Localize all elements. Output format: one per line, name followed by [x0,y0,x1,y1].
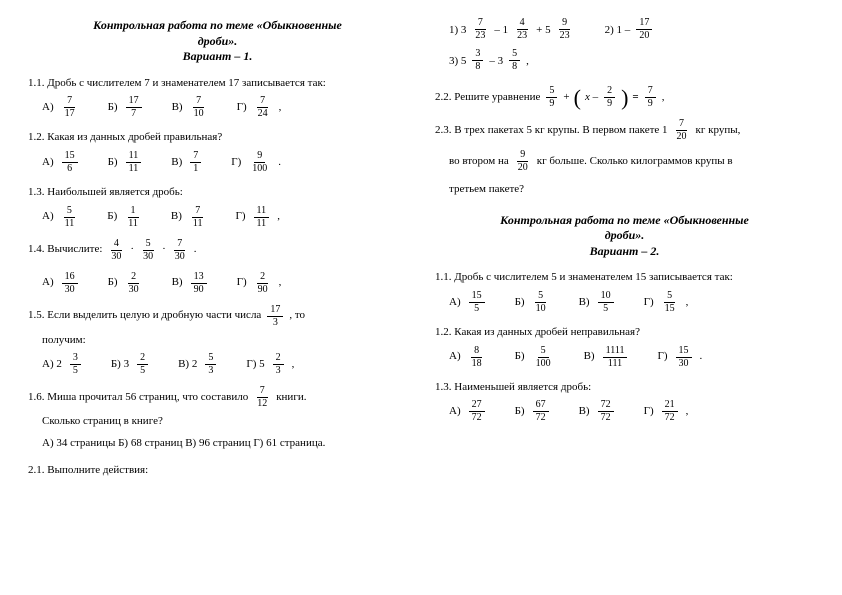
v2-q1-1-b: Б)510 [515,291,551,314]
paren-left-icon: ( [574,89,581,107]
v2-q1-3-c: В)7272 [579,400,616,423]
q1-2: 1.2. Какая из данных дробей правильная? … [28,129,407,174]
v2-q1-2-c: В)1111111 [584,346,630,369]
v2-q1-3-text: 1.3. Наименьшей является дробь: [435,379,814,397]
q1-2-b: Б)1111 [108,151,144,174]
q1-3-c: В)711 [171,206,208,229]
v2-q1-2-b: Б)5100 [515,346,556,369]
q2-1: 2.1. Выполните действия: [28,462,407,480]
q2-2: 2.2. Решите уравнение 59 + ( x –29 ) = 7… [435,86,664,109]
q2-3-line3: третьем пакете? [435,181,814,199]
q1-3-b: Б)111 [107,206,143,229]
variant2-title: Контрольная работа по теме «Обыкновенные… [435,213,814,260]
expr-2: 2) 1 – 1720 [605,18,655,41]
left-column: Контрольная работа по теме «Обыкновенные… [28,18,407,577]
q1-2-c: В)71 [171,151,203,174]
q1-1-options: А)717 Б)177 В)710 Г)724, [28,96,407,119]
q1-6-line1: 1.6. Миша прочитал 56 страниц, что соста… [28,386,306,409]
q1-2-d: Г)9100. [231,151,281,174]
v2-q1-1-d: Г)515, [644,291,689,314]
v2-title-l1: Контрольная работа по теме «Обыкновенные [435,213,814,229]
v2-q1-1: 1.1. Дробь с числителем 5 и знаменателем… [435,269,814,314]
variant1-title: Контрольная работа по теме «Обыкновенные… [28,18,407,65]
q1-5-options: А) 235 Б) 325 В) 253 Г) 523, [28,353,407,376]
q1-3-text: 1.3. Наибольшей является дробь: [28,184,407,202]
expr-row-2: 3) 5 38 – 3 58 , [435,49,814,72]
v2-q1-2-options: А)818 Б)5100 В)1111111 Г)1530. [435,346,814,369]
v2-q1-3-b: Б)6772 [515,400,551,423]
paren-right-icon: ) [621,89,628,107]
q1-6-line2: Сколько страниц в книге? [28,413,407,431]
q1-3-d: Г)1111, [236,206,280,229]
v2-q1-1-options: А)155 Б)510 В)105 Г)515, [435,291,814,314]
q1-4-text: 1.4. Вычислите: 430 · 530 · 730 . [28,239,197,262]
v2-q1-2-text: 1.2. Какая из данных дробей неправильная… [435,324,814,342]
q1-4: 1.4. Вычислите: 430 · 530 · 730 . А)1630… [28,239,407,295]
q1-3: 1.3. Наибольшей является дробь: А)511 Б)… [28,184,407,229]
v2-title-l3: Вариант – 2. [435,244,814,260]
title-l1: Контрольная работа по теме «Обыкновенные [28,18,407,34]
q1-5-line1: 1.5. Если выделить целую и дробную части… [28,305,305,328]
q1-4-d: Г)290, [237,272,282,295]
v2-q1-1-c: В)105 [579,291,616,314]
q2-3-line2: во втором на 920 кг больше. Сколько кило… [435,150,733,173]
q1-3-a: А)511 [42,206,79,229]
v2-q1-1-text: 1.1. Дробь с числителем 5 и знаменателем… [435,269,814,287]
expr-3: 3) 5 38 – 3 58 , [449,49,529,72]
expr-row-1: 1) 3 723 – 1 423 + 5 923 2) 1 – 1720 [435,18,814,41]
right-column: 1) 3 723 – 1 423 + 5 923 2) 1 – 1720 3) … [435,18,814,577]
v2-q1-2-a: А)818 [449,346,487,369]
v2-q1-1-a: А)155 [449,291,487,314]
q1-1-c: В)710 [172,96,209,119]
q1-1-d: Г)724, [237,96,282,119]
q1-4-a: А)1630 [42,272,80,295]
v2-q1-2: 1.2. Какая из данных дробей неправильная… [435,324,814,369]
q1-5-d: Г) 523, [246,353,294,376]
q1-4-options: А)1630 Б)230 В)1390 Г)290, [28,272,407,295]
q1-3-options: А)511 Б)111 В)711 Г)1111, [28,206,407,229]
q1-6: 1.6. Миша прочитал 56 страниц, что соста… [28,386,407,452]
expr-1: 1) 3 723 – 1 423 + 5 923 [449,18,575,41]
title-l2: дроби». [28,34,407,50]
q2-3-line1: 2.3. В трех пакетах 5 кг крупы. В первом… [435,119,740,142]
q1-5-a: А) 235 [42,353,83,376]
q2-3: 2.3. В трех пакетах 5 кг крупы. В первом… [435,119,814,199]
q1-2-a: А)156 [42,151,80,174]
q1-5: 1.5. Если выделить целую и дробную части… [28,305,407,377]
q1-6-options: А) 34 страницы Б) 68 страниц В) 96 стран… [28,435,407,453]
q1-2-text: 1.2. Какая из данных дробей правильная? [28,129,407,147]
v2-q1-3-d: Г)2172, [644,400,689,423]
v2-q1-2-d: Г)1530. [657,346,702,369]
v2-q1-3: 1.3. Наименьшей является дробь: А)2772 Б… [435,379,814,424]
q1-1-a: А)717 [42,96,80,119]
v2-q1-3-options: А)2772 Б)6772 В)7272 Г)2172, [435,400,814,423]
q1-5-b: Б) 325 [111,353,150,376]
title-l3: Вариант – 1. [28,49,407,65]
q1-5-line2: получим: [28,332,407,350]
q1-4-b: Б)230 [108,272,144,295]
v2-title-l2: дроби». [435,228,814,244]
q1-4-c: В)1390 [172,272,209,295]
q1-5-c: В) 253 [178,353,218,376]
q1-2-options: А)156 Б)1111 В)71 Г)9100. [28,151,407,174]
q1-1: 1.1. Дробь с числителем 7 и знаменателем… [28,75,407,120]
v2-q1-3-a: А)2772 [449,400,487,423]
q1-1-text: 1.1. Дробь с числителем 7 и знаменателем… [28,75,407,93]
q2-1-text: 2.1. Выполните действия: [28,462,407,480]
q1-1-b: Б)177 [108,96,144,119]
